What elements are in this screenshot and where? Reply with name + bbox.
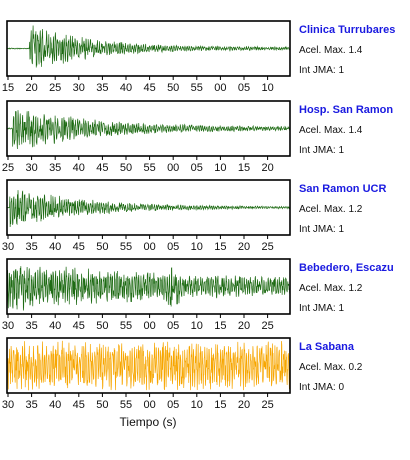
x-tick-label: 55	[143, 162, 155, 174]
x-tick-label: 15	[238, 162, 250, 174]
x-tick-label: 40	[49, 241, 61, 253]
x-tick-label: 35	[25, 241, 37, 253]
waveform-trace	[6, 266, 291, 311]
station-name: Bebedero, Escazu	[299, 262, 394, 274]
x-tick-label: 25	[2, 162, 14, 174]
x-tick-label: 00	[214, 82, 226, 94]
x-tick-label: 25	[49, 82, 61, 94]
int-jma-label: Int JMA: 1	[299, 65, 344, 76]
x-tick-label: 50	[96, 320, 108, 332]
x-tick-label: 20	[238, 241, 250, 253]
station-name: Hosp. San Ramon	[299, 104, 393, 116]
x-tick-label: 35	[25, 399, 37, 411]
x-tick-label: 10	[191, 241, 203, 253]
acel-max-label: Acel. Max. 1.2	[299, 204, 363, 215]
x-tick-label: 10	[191, 399, 203, 411]
panel-4: 30 35 40 45 50 55 00 05 10 15 20 25 Bebedero, Escazu…	[2, 258, 394, 332]
x-tick-label: 25	[261, 241, 273, 253]
panel-2: 25 30 35 40 45 50 55 00 05 10 15 20 Hosp. San Ramon A…	[2, 100, 393, 174]
waveform-trace	[6, 25, 291, 68]
station-name: Clinica Turrubares	[299, 24, 395, 36]
x-tick-label: 45	[96, 162, 108, 174]
x-tick-label: 15	[214, 320, 226, 332]
x-tick-label: 45	[73, 241, 85, 253]
waveform-trace	[6, 110, 291, 150]
panel-frame	[6, 179, 291, 236]
x-tick-label: 25	[261, 320, 273, 332]
x-tick-label: 35	[96, 82, 108, 94]
panel-1: 15 20 25 30 35 40 45 50 55 00 05 10 Clinica Turrubar…	[2, 20, 395, 94]
panel-frame	[6, 100, 291, 157]
int-jma-label: Int JMA: 1	[299, 303, 344, 314]
int-jma-label: Int JMA: 1	[299, 145, 344, 156]
x-tick-label: 05	[167, 320, 179, 332]
x-tick-label: 05	[238, 82, 250, 94]
panel-frame	[6, 337, 291, 394]
x-tick-label: 35	[25, 320, 37, 332]
x-axis-label: Tiempo (s)	[120, 415, 177, 429]
x-tick-label: 50	[167, 82, 179, 94]
x-tick-label: 20	[261, 162, 273, 174]
x-tick-label: 30	[25, 162, 37, 174]
panel-frame	[6, 258, 291, 315]
station-name: La Sabana	[299, 341, 355, 353]
x-tick-label: 05	[191, 162, 203, 174]
x-tick-label: 30	[2, 399, 14, 411]
panel-frame	[6, 20, 291, 77]
x-tick-label: 30	[2, 320, 14, 332]
x-tick-label: 55	[191, 82, 203, 94]
acel-max-label: Acel. Max. 0.2	[299, 362, 363, 373]
x-tick-label: 10	[191, 320, 203, 332]
x-tick-label: 05	[167, 399, 179, 411]
int-jma-label: Int JMA: 1	[299, 224, 344, 235]
x-tick-label: 20	[238, 399, 250, 411]
x-tick-label: 40	[49, 320, 61, 332]
x-tick-label: 40	[120, 82, 132, 94]
x-tick-label: 55	[120, 241, 132, 253]
x-tick-label: 00	[143, 241, 155, 253]
x-tick-label: 50	[96, 241, 108, 253]
x-tick-label: 45	[73, 399, 85, 411]
waveform-trace	[6, 190, 291, 228]
x-tick-label: 35	[49, 162, 61, 174]
x-tick-label: 30	[73, 82, 85, 94]
x-tick-label: 00	[143, 320, 155, 332]
x-tick-label: 10	[214, 162, 226, 174]
x-tick-label: 40	[49, 399, 61, 411]
x-tick-label: 55	[120, 399, 132, 411]
x-tick-label: 45	[143, 82, 155, 94]
station-name: San Ramon UCR	[299, 183, 386, 195]
x-tick-label: 55	[120, 320, 132, 332]
x-tick-label: 10	[261, 82, 273, 94]
x-tick-label: 50	[96, 399, 108, 411]
acel-max-label: Acel. Max. 1.2	[299, 283, 363, 294]
panel-5: 30 35 40 45 50 55 00 05 10 15 20 25 La Sabana Acel. M…	[2, 337, 363, 411]
int-jma-label: Int JMA: 0	[299, 382, 344, 393]
x-tick-label: 40	[73, 162, 85, 174]
x-tick-label: 15	[2, 82, 14, 94]
x-tick-label: 20	[25, 82, 37, 94]
panel-3: 30 35 40 45 50 55 00 05 10 15 20 25 San Ramon UCR Ace…	[2, 179, 386, 253]
x-tick-label: 25	[261, 399, 273, 411]
x-tick-label: 00	[143, 399, 155, 411]
waveform-trace	[6, 340, 291, 391]
acel-max-label: Acel. Max. 1.4	[299, 125, 363, 136]
x-tick-label: 15	[214, 241, 226, 253]
x-tick-label: 45	[73, 320, 85, 332]
x-tick-label: 15	[214, 399, 226, 411]
acel-max-label: Acel. Max. 1.4	[299, 45, 363, 56]
x-tick-label: 50	[120, 162, 132, 174]
x-tick-label: 00	[167, 162, 179, 174]
x-tick-label: 20	[238, 320, 250, 332]
x-tick-label: 05	[167, 241, 179, 253]
x-tick-label: 30	[2, 241, 14, 253]
